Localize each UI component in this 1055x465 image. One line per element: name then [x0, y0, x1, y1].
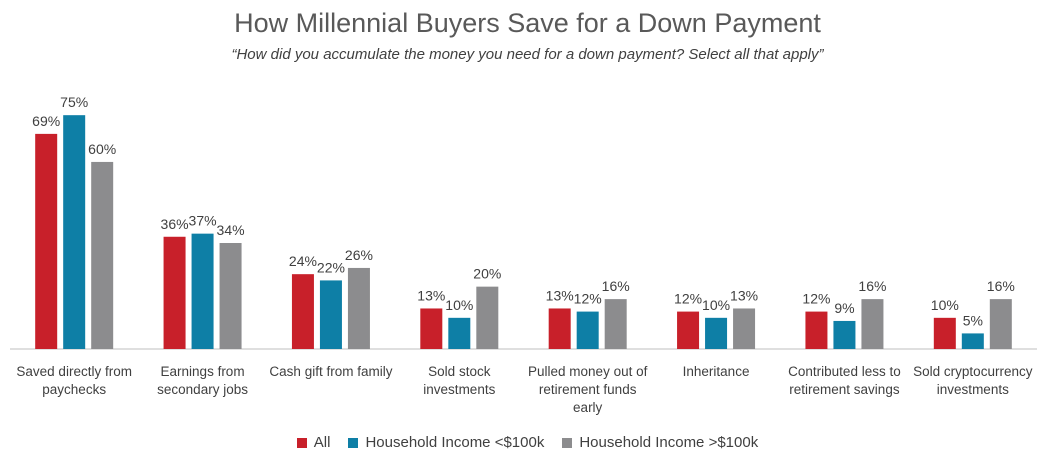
category-label: Inheritance	[683, 364, 750, 379]
data-label: 22%	[317, 259, 345, 275]
data-label: 60%	[88, 141, 116, 157]
category-label: Sold cryptocurrency	[913, 364, 1033, 379]
bar	[191, 233, 214, 349]
legend-item-all: All	[296, 434, 331, 451]
bar	[63, 115, 86, 349]
data-label: 16%	[987, 278, 1015, 294]
bar	[805, 311, 828, 349]
legend-label-all: All	[313, 434, 331, 451]
data-label: 75%	[60, 94, 88, 110]
category-label: Cash gift from family	[269, 364, 392, 379]
bar	[576, 311, 599, 349]
bar	[833, 320, 856, 349]
bar	[163, 236, 186, 349]
data-label: 26%	[345, 247, 373, 263]
data-label: 12%	[574, 291, 602, 307]
bar	[548, 308, 571, 349]
category-label: Saved directly from	[16, 364, 132, 379]
bar	[35, 133, 58, 349]
category-label: paychecks	[42, 382, 106, 397]
data-label: 10%	[445, 297, 473, 313]
data-label: 12%	[802, 291, 830, 307]
category-label: Contributed less to	[788, 364, 901, 379]
chart-title: How Millennial Buyers Save for a Down Pa…	[234, 8, 821, 38]
category-label: Pulled money out of	[528, 364, 648, 379]
legend-item-under-100k: Household Income <$100k	[348, 434, 544, 451]
chart-subtitle: “How did you accumulate the money you ne…	[231, 46, 824, 63]
data-label: 16%	[602, 278, 630, 294]
bar	[420, 308, 443, 349]
legend-swatch-under-100k	[348, 437, 359, 448]
data-label: 24%	[289, 253, 317, 269]
data-label: 9%	[834, 300, 854, 316]
legend-swatch-over-100k	[562, 437, 573, 448]
category-label: early	[573, 400, 603, 415]
data-label: 10%	[931, 297, 959, 313]
category-label: investments	[423, 382, 495, 397]
category-label: Sold stock	[428, 364, 491, 379]
bar	[319, 280, 342, 349]
bar	[733, 308, 756, 349]
legend-swatch-all	[296, 437, 307, 448]
bar	[861, 299, 884, 349]
bar	[476, 286, 499, 349]
category-label: investments	[937, 382, 1009, 397]
legend: All Household Income <$100k Household In…	[0, 434, 1055, 451]
bar	[219, 243, 242, 349]
data-label: 69%	[32, 113, 60, 129]
data-label: 20%	[473, 266, 501, 282]
legend-item-over-100k: Household Income >$100k	[562, 434, 758, 451]
data-label: 16%	[858, 278, 886, 294]
legend-label-over-100k: Household Income >$100k	[579, 434, 759, 451]
category-label: retirement savings	[789, 382, 900, 397]
data-label: 37%	[189, 213, 217, 229]
bar	[933, 317, 956, 349]
data-label: 10%	[702, 297, 730, 313]
data-label: 13%	[730, 287, 758, 303]
legend-label-under-100k: Household Income <$100k	[365, 434, 545, 451]
data-label: 13%	[546, 287, 574, 303]
bar	[347, 267, 370, 349]
bar	[604, 299, 627, 349]
bar	[705, 317, 728, 349]
data-label: 5%	[963, 312, 983, 328]
category-label: Earnings from	[161, 364, 245, 379]
bar	[91, 161, 114, 349]
bar	[961, 333, 984, 349]
data-label: 13%	[417, 287, 445, 303]
data-label: 12%	[674, 291, 702, 307]
category-label: secondary jobs	[157, 382, 248, 397]
bar	[989, 299, 1012, 349]
bar	[448, 317, 471, 349]
data-label: 36%	[161, 216, 189, 232]
data-label: 34%	[217, 222, 245, 238]
bar	[677, 311, 700, 349]
category-label: retirement funds	[539, 382, 637, 397]
bar	[291, 274, 314, 349]
